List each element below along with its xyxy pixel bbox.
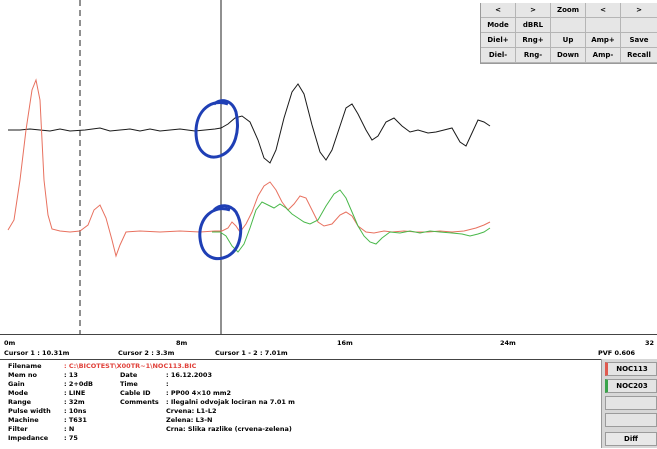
trace-selector-panel: NOC113 NOC203 Diff	[601, 359, 657, 448]
save-button[interactable]: Save	[621, 33, 657, 48]
trace-noc113-button[interactable]: NOC113	[605, 362, 657, 376]
annotation-circle-lower	[198, 204, 243, 261]
axis-tick-label: 8m	[176, 339, 188, 347]
empty-cell	[586, 18, 621, 33]
filename-row: Filename : C:\BICOTEST\X00TR~1\NOC113.BIC	[8, 362, 196, 370]
axis-tick-label: 32	[645, 339, 655, 347]
value: : LINE	[64, 389, 86, 397]
value: : 32m	[64, 398, 85, 406]
amplitude-minus-button[interactable]: Amp-	[586, 48, 621, 63]
value: : T631	[64, 416, 87, 424]
control-button-grid: < > Zoom < > Mode dBRL Diel+ Rng+ Up Amp…	[480, 3, 657, 64]
value: : PP00 4×10 mm2	[166, 389, 232, 397]
zoom-button[interactable]: Zoom	[551, 3, 586, 18]
range-row: Range : 32m Comments : Ilegalni odvojak loc…	[8, 398, 295, 406]
label: Pulse width	[8, 407, 51, 415]
waveform-canvas	[7, 0, 491, 334]
zoom-left-button[interactable]: <	[586, 3, 621, 18]
l1-l2-trace	[7, 78, 491, 258]
label: Machine	[8, 416, 39, 424]
value: : 2+0dB	[64, 380, 93, 388]
filter-row: Filter : N Crna: Slika razlike (crvena-zel…	[8, 425, 292, 433]
pan-left-button[interactable]: <	[481, 3, 516, 18]
range-minus-button[interactable]: Rng-	[516, 48, 551, 63]
value: :	[166, 380, 169, 388]
cursor-2-readout: Cursor 2 : 3.3m	[118, 349, 175, 357]
label: Gain	[8, 380, 25, 388]
label: Filter	[8, 425, 28, 433]
empty-slot-button[interactable]	[605, 396, 657, 410]
value: : 13	[64, 371, 78, 379]
comment-line: Zelena: L3-N	[166, 416, 213, 424]
l3-n-trace	[212, 189, 491, 253]
zoom-right-button[interactable]: >	[621, 3, 657, 18]
trace-noc203-button[interactable]: NOC203	[605, 379, 657, 393]
cursor-1-readout: Cursor 1 : 10.31m	[4, 349, 70, 357]
comment-line: Crvena: L1-L2	[166, 407, 217, 415]
pulse-row: Pulse width : 10ns Crvena: L1-L2	[8, 407, 217, 415]
axis-tick-label: 16m	[337, 339, 353, 347]
label: Range	[8, 398, 32, 406]
diff-button[interactable]: Diff	[605, 432, 657, 446]
recall-button[interactable]: Recall	[621, 48, 657, 63]
value: : 75	[64, 434, 78, 442]
axis-tick-label: 0m	[4, 339, 16, 347]
dbrl-button[interactable]: dBRL	[516, 18, 551, 33]
gain-row: Gain : 2+0dB Time:	[8, 380, 169, 388]
pvf-readout: PVF 0.606	[598, 349, 636, 357]
impedance-row: Impedance : 75	[8, 434, 78, 442]
comment-line: Crna: Slika razlike (crvena-zelena)	[166, 425, 292, 433]
dielectric-minus-button[interactable]: Diel-	[481, 48, 516, 63]
filename-value: : C:\BICOTEST\X00TR~1\NOC113.BIC	[64, 362, 197, 370]
label: Time	[120, 380, 138, 388]
mode-row: Mode : LINE Cable ID : PP00 4×10 mm2	[8, 389, 231, 397]
annotation-circle-upper	[194, 99, 239, 159]
label: Date	[120, 371, 138, 379]
label: Cable ID	[120, 389, 151, 397]
label: Mem no	[8, 371, 38, 379]
info-panel: Filename : C:\BICOTEST\X00TR~1\NOC113.BIC…	[0, 359, 601, 449]
value: : Ilegalni odvojak lociran na 7.01 m	[166, 398, 295, 406]
empty-slot-button[interactable]	[605, 413, 657, 427]
machine-row: Machine : T631 Zelena: L3-N	[8, 416, 212, 424]
label: Filename	[8, 362, 42, 370]
empty-cell	[551, 18, 586, 33]
empty-cell	[621, 18, 657, 33]
memno-row: Mem no : 13 Date : 16.12.2003	[8, 371, 212, 379]
pan-right-button[interactable]: >	[516, 3, 551, 18]
label: Mode	[8, 389, 28, 397]
mode-button[interactable]: Mode	[481, 18, 516, 33]
value: : N	[64, 425, 75, 433]
label: Comments	[120, 398, 159, 406]
distance-axis-bar: 0m 8m 16m 24m 32 Cursor 1 : 10.31m Curso…	[0, 334, 657, 360]
range-plus-button[interactable]: Rng+	[516, 33, 551, 48]
cursor-delta-readout: Cursor 1 - 2 : 7.01m	[215, 349, 288, 357]
value: : 16.12.2003	[166, 371, 212, 379]
up-button[interactable]: Up	[551, 33, 586, 48]
difference-trace	[8, 83, 491, 164]
value: : 10ns	[64, 407, 87, 415]
down-button[interactable]: Down	[551, 48, 586, 63]
dielectric-plus-button[interactable]: Diel+	[481, 33, 516, 48]
amplitude-plus-button[interactable]: Amp+	[586, 33, 621, 48]
axis-tick-label: 24m	[500, 339, 516, 347]
label: Impedance	[8, 434, 49, 442]
